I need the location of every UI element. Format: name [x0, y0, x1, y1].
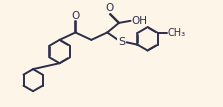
Text: OH: OH — [131, 16, 147, 26]
Text: S: S — [118, 37, 125, 47]
Text: O: O — [71, 11, 80, 21]
Text: CH₃: CH₃ — [168, 28, 186, 38]
Text: O: O — [105, 3, 114, 13]
